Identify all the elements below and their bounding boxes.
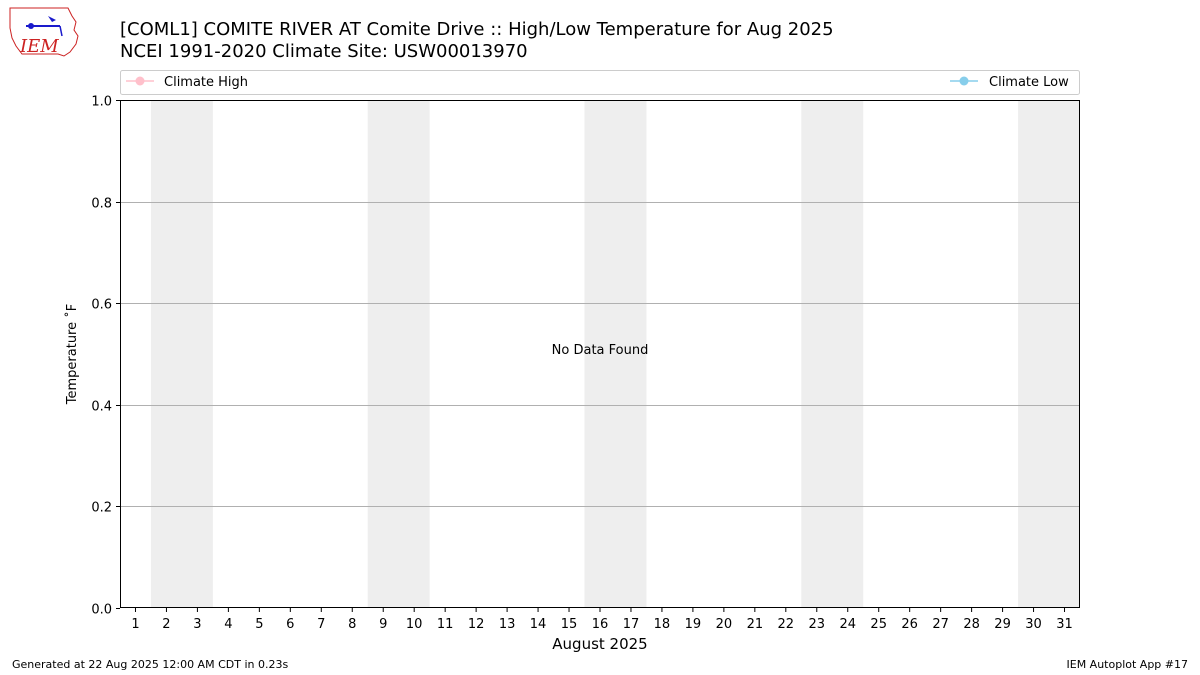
- x-axis: 1 2 3 4 5 6 7 8 9 10 11 12 13 14 15 16 17 18 19 20 21 22 23 24 2…: [131, 608, 1073, 632]
- weekend-shade-band: [801, 100, 864, 608]
- x-tick-label: 10: [406, 617, 423, 632]
- legend-item-climate-high: Climate High: [126, 75, 248, 90]
- x-tick-label: 17: [623, 617, 640, 632]
- x-tick-label: 28: [963, 617, 980, 632]
- x-tick-label: 23: [809, 617, 826, 632]
- x-tick-label: 29: [994, 617, 1011, 632]
- x-tick-label: 4: [224, 617, 232, 632]
- plot-frame: [120, 100, 1080, 608]
- weekend-shade-band: [150, 100, 213, 608]
- x-tick-label: 22: [778, 617, 795, 632]
- weekend-shade-band: [584, 100, 647, 608]
- legend-label-low: Climate Low: [989, 75, 1069, 90]
- x-tick-label: 15: [561, 617, 578, 632]
- x-tick-label: 20: [716, 617, 733, 632]
- weekend-shade-band: [1018, 100, 1080, 608]
- y-axis-label: Temperature ˚F: [64, 304, 80, 405]
- x-tick-label: 27: [932, 617, 949, 632]
- y-axis: 0.0 0.2 0.4 0.6 0.8 1.0: [91, 95, 120, 618]
- x-tick-label: 30: [1025, 617, 1042, 632]
- chart-subtitle: NCEI 1991-2020 Climate Site: USW00013970: [120, 41, 528, 62]
- x-tick-label: 21: [747, 617, 764, 632]
- iem-logo-icon: IEM: [9, 7, 79, 57]
- x-tick-label: 31: [1056, 617, 1073, 632]
- logo-text: IEM: [19, 36, 59, 57]
- x-tick-label: 16: [592, 617, 609, 632]
- x-tick-label: 12: [468, 617, 485, 632]
- legend-item-climate-low: Climate Low: [950, 75, 1069, 90]
- footer-app-id: IEM Autoplot App #17: [1066, 658, 1189, 671]
- x-tick-label: 3: [193, 617, 201, 632]
- x-tick-label: 13: [499, 617, 516, 632]
- x-tick-label: 11: [437, 617, 454, 632]
- legend: Climate High Climate Low: [120, 70, 1080, 95]
- y-tick-label: 0.6: [91, 298, 112, 313]
- weekend-shade-band: [367, 100, 430, 608]
- y-tick-label: 0.2: [91, 501, 112, 516]
- y-tick-label: 0.4: [91, 400, 112, 415]
- x-tick-label: 9: [379, 617, 387, 632]
- x-tick-label: 19: [685, 617, 702, 632]
- x-tick-label: 7: [317, 617, 325, 632]
- x-tick-label: 5: [255, 617, 263, 632]
- x-tick-label: 18: [654, 617, 671, 632]
- x-tick-label: 8: [348, 617, 356, 632]
- footer-generated-text: Generated at 22 Aug 2025 12:00 AM CDT in…: [12, 658, 289, 671]
- x-tick-label: 25: [870, 617, 887, 632]
- y-tick-label: 0.8: [91, 197, 112, 212]
- no-data-annotation: No Data Found: [552, 343, 649, 358]
- chart-title: [COML1] COMITE RIVER AT Comite Drive :: …: [120, 19, 834, 40]
- y-tick-label: 0.0: [91, 603, 112, 618]
- x-tick-label: 26: [901, 617, 918, 632]
- legend-marker-high: [135, 76, 145, 86]
- grid-lines: [120, 202, 1080, 507]
- x-tick-label: 6: [286, 617, 294, 632]
- legend-label-high: Climate High: [164, 75, 248, 90]
- legend-marker-low: [959, 76, 969, 86]
- x-axis-label: August 2025: [552, 635, 647, 653]
- y-tick-label: 1.0: [91, 95, 112, 110]
- x-tick-label: 24: [839, 617, 856, 632]
- x-tick-label: 14: [530, 617, 547, 632]
- x-tick-label: 2: [162, 617, 170, 632]
- weekend-shading: [150, 100, 1080, 608]
- x-tick-label: 1: [131, 617, 139, 632]
